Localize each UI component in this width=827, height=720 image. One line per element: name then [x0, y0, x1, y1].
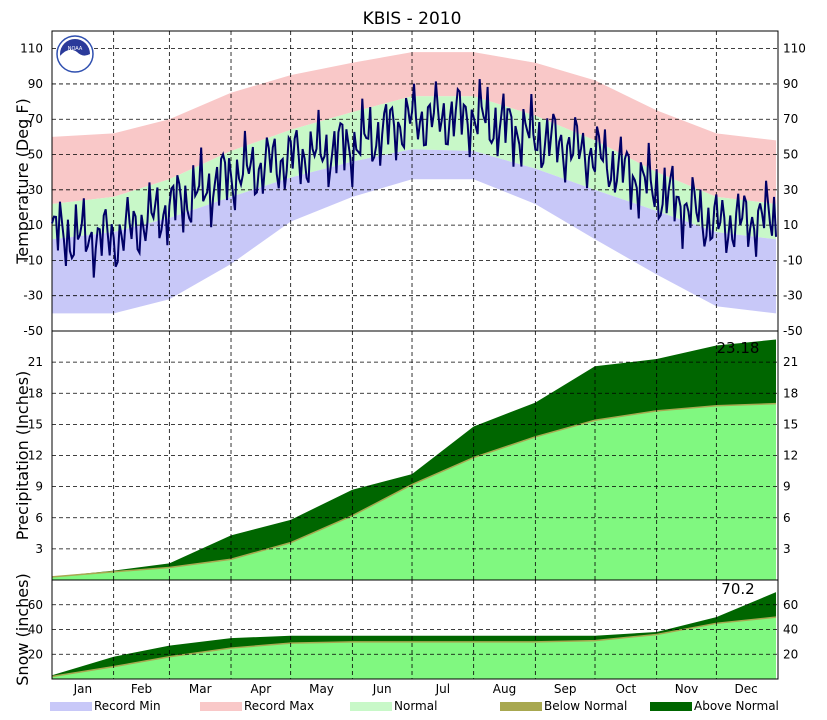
observed-temp-line — [51, 79, 778, 278]
noaa-logo-text: NOAA — [68, 46, 83, 52]
chart-title: KBIS - 2010 — [363, 9, 462, 29]
snow-ylabel: Snow (inches) — [13, 573, 32, 685]
snow-normal-area — [52, 617, 777, 679]
record-min-band — [52, 149, 777, 314]
legend-swatch — [50, 702, 92, 711]
precipitation-panel: 3 3 6 6 9 9 12 12 15 15 18 18 21 21 Precipitation (Inc… — [13, 330, 798, 581]
precip-ytick-right: 3 — [783, 542, 791, 556]
month-label: Nov — [675, 682, 698, 696]
snow-ytick-left: 40 — [28, 623, 43, 637]
snow-ytick-right: 60 — [783, 598, 798, 612]
precip-ytick-left: 15 — [28, 417, 43, 431]
month-label: Jan — [73, 682, 93, 696]
month-label: Apr — [250, 682, 271, 696]
snow-normal-line — [51, 616, 777, 678]
month-label: Oct — [615, 682, 636, 696]
precip-ytick-right: 12 — [783, 449, 798, 463]
precip-ytick-right: 18 — [783, 386, 798, 400]
precip-normal-area — [52, 403, 777, 580]
precip-ytick-right: 6 — [783, 511, 791, 525]
legend-label: Record Max — [244, 699, 314, 713]
temp-ytick-right: -10 — [783, 253, 803, 267]
legend-label: Below Normal — [544, 699, 627, 713]
month-label: May — [309, 682, 334, 696]
month-label: Feb — [131, 682, 152, 696]
noaa-logo-icon: NOAA — [56, 35, 94, 73]
temp-ytick-left: 110 — [20, 42, 43, 56]
legend-swatch — [650, 702, 692, 711]
temp-ytick-left: 50 — [28, 148, 43, 162]
month-label: Sep — [554, 682, 577, 696]
month-label: Jun — [372, 682, 392, 696]
temp-ytick-right: 110 — [783, 42, 806, 56]
temp-ytick-left: -50 — [23, 324, 43, 338]
month-label: Jul — [435, 682, 450, 696]
temp-ytick-right: 90 — [783, 77, 798, 91]
precip-ytick-left: 18 — [28, 386, 43, 400]
legend-swatch — [200, 702, 242, 711]
precip-ytick-left: 6 — [35, 511, 43, 525]
precip-ytick-left: 21 — [28, 355, 43, 369]
temp-ytick-right: 70 — [783, 112, 798, 126]
snow-ytick-left: 20 — [28, 647, 43, 661]
precip-total-label: 23.18 — [717, 339, 760, 357]
temp-ytick-left: 10 — [28, 218, 43, 232]
snow-total-label: 70.2 — [721, 580, 754, 598]
temp-ytick-right: -30 — [783, 289, 803, 303]
month-axis: Jan Feb Mar Apr May Jun Jul Aug Sep Oct Nov Dec — [73, 682, 758, 696]
snow-frame — [51, 579, 779, 680]
legend-swatch — [500, 702, 542, 711]
temperature-panel: -50 -50 -30 -30 -10 -10 10 10 30 30 50 50 70 70 90 90 11… — [13, 30, 806, 338]
temp-ytick-right: -50 — [783, 324, 803, 338]
legend-swatch — [350, 702, 392, 711]
legend-label: Above Normal — [694, 699, 779, 713]
snow-ytick-right: 40 — [783, 623, 798, 637]
temp-ytick-left: 30 — [28, 183, 43, 197]
precip-ytick-right: 9 — [783, 480, 791, 494]
snow-ytick-left: 60 — [28, 598, 43, 612]
month-label: Dec — [735, 682, 758, 696]
temp-ytick-right: 10 — [783, 218, 798, 232]
precip-ylabel: Precipitation (Inches) — [13, 371, 32, 541]
temp-ytick-left: -10 — [23, 253, 43, 267]
precip-ytick-left: 12 — [28, 449, 43, 463]
temp-ytick-left: -30 — [23, 289, 43, 303]
legend-label: Record Min — [94, 699, 161, 713]
temp-ylabel: Temperature (Deg F) — [13, 98, 32, 265]
legend: Record Min Record Max Normal Below Normal Ab… — [50, 699, 779, 713]
month-label: Aug — [493, 682, 516, 696]
precip-ytick-left: 3 — [35, 542, 43, 556]
snow-ytick-right: 20 — [783, 647, 798, 661]
precip-ytick-left: 9 — [35, 480, 43, 494]
temp-ytick-left: 70 — [28, 112, 43, 126]
temp-ytick-left: 90 — [28, 77, 43, 91]
precip-ytick-right: 15 — [783, 417, 798, 431]
legend-label: Normal — [394, 699, 437, 713]
precip-ytick-right: 21 — [783, 355, 798, 369]
temp-ytick-right: 30 — [783, 183, 798, 197]
month-label: Mar — [189, 682, 212, 696]
temp-ytick-right: 50 — [783, 148, 798, 162]
